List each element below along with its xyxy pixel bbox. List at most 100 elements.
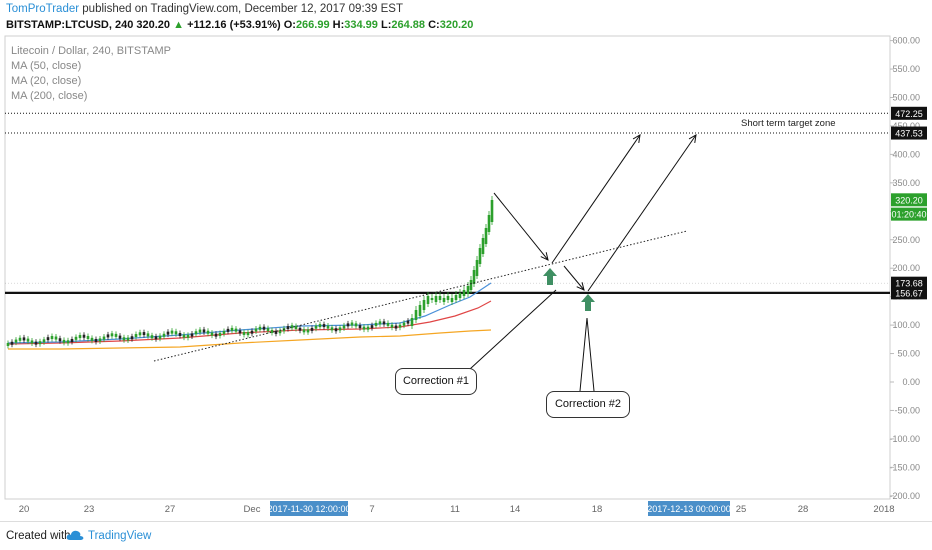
price-badge-label: 320.20 <box>895 195 923 205</box>
candle-body <box>350 322 354 326</box>
price-badge-label: 173.68 <box>895 279 923 289</box>
candle-body <box>254 328 258 332</box>
candle-body <box>430 298 434 300</box>
candle-body <box>446 296 450 300</box>
candle-body <box>402 322 406 326</box>
chart-legend: Litecoin / Dollar, 240, BITSTAMP MA (50,… <box>11 44 171 104</box>
price-badge <box>891 193 927 207</box>
tradingview-cloud-icon <box>66 530 84 540</box>
candle-body <box>110 333 114 337</box>
x-highlight-label: 2017-12-13 00:00:00 <box>647 504 731 514</box>
drop-arrow-2[interactable] <box>563 265 585 291</box>
candle-body <box>190 333 194 337</box>
symbol-name[interactable]: BITSTAMP:LTCUSD, 240 <box>6 19 134 31</box>
candle-body <box>472 270 476 284</box>
x-highlight-bg <box>648 501 730 516</box>
candle-body <box>294 325 298 329</box>
legend-title: Litecoin / Dollar, 240, BITSTAMP <box>11 45 171 57</box>
candle-body <box>134 334 138 338</box>
candle-body <box>146 333 150 337</box>
high-label: H: <box>332 19 345 31</box>
rally-arrow-2[interactable] <box>587 134 697 292</box>
price-badge <box>891 126 927 140</box>
candle-body <box>487 215 491 232</box>
candle-body <box>182 334 186 338</box>
y-tick-label: 250.00 <box>892 235 920 245</box>
time-axis[interactable]: 20 23 27 Dec 7 11 14 18 25 28 2018 2017-11-30 12:00… <box>19 501 895 516</box>
candle-body <box>322 324 326 328</box>
candle-body <box>74 336 78 340</box>
candle-body <box>290 325 294 329</box>
candle-body <box>118 335 122 339</box>
legend-ma50[interactable]: MA (50, close) <box>11 60 82 72</box>
candle-body <box>82 334 86 338</box>
y-tick-label: 500.00 <box>892 93 920 103</box>
candle-body <box>166 331 170 335</box>
low-label: L: <box>380 19 392 31</box>
candle-body <box>469 280 473 290</box>
candle-body <box>490 200 494 222</box>
legend-ma20[interactable]: MA (20, close) <box>11 75 82 87</box>
candle-body <box>314 325 318 329</box>
candle-body <box>194 331 198 335</box>
buy-arrow-icon <box>543 268 557 285</box>
candle-body <box>218 332 222 336</box>
candle-body <box>234 328 238 332</box>
y-tick-label: 0.00 <box>902 377 920 387</box>
candle-body <box>142 332 146 336</box>
rally-arrow-1[interactable] <box>551 134 641 264</box>
x-tick-label: 25 <box>736 504 747 515</box>
horizontal-levels[interactable] <box>5 112 890 294</box>
x-highlight-label: 2017-11-30 12:00:00 <box>268 504 351 514</box>
candle-body <box>42 339 46 343</box>
candles <box>6 196 494 349</box>
drawings[interactable] <box>153 134 697 392</box>
price-badge <box>891 207 927 221</box>
candle-body <box>418 305 422 316</box>
candle-body <box>478 248 482 264</box>
high-value: 334.99 <box>344 19 378 31</box>
candle-body <box>374 322 378 326</box>
y-tick-label: 450.00 <box>892 121 920 131</box>
drop-arrow-2-head <box>576 282 585 291</box>
candle-body <box>484 228 488 244</box>
correction1-callout[interactable]: Correction #1 <box>395 368 477 395</box>
publish-info: published on TradingView.com, December 1… <box>82 3 403 15</box>
trendline[interactable] <box>153 230 688 362</box>
candle-body <box>102 336 106 340</box>
ma200-line <box>8 329 492 350</box>
candle-body <box>14 339 18 343</box>
y-tick-label: 350.00 <box>892 178 920 188</box>
ma50-line <box>7 300 492 345</box>
legend-ma200[interactable]: MA (200, close) <box>11 90 88 102</box>
candle-body <box>442 298 446 302</box>
symbol-line: BITSTAMP:LTCUSD, 240 320.20 ▲ +112.16 (+… <box>6 19 473 31</box>
candle-body <box>106 334 110 338</box>
price-chart[interactable]: 600.00550.00500.00450.00400.00350.00300.… <box>0 0 932 521</box>
candle-body <box>54 336 58 340</box>
x-tick-label: 14 <box>510 504 521 515</box>
x-tick-label: 18 <box>592 504 603 515</box>
last-price: 320.20 <box>136 19 171 31</box>
candle-body <box>354 323 358 327</box>
candle-body <box>174 331 178 335</box>
candle-body <box>46 337 50 341</box>
moving-averages <box>7 282 492 350</box>
price-axis[interactable]: 600.00550.00500.00450.00400.00350.00300.… <box>889 36 927 501</box>
candle-body <box>330 327 334 331</box>
candle-body <box>78 335 82 339</box>
candle-body <box>62 339 66 343</box>
candle-body <box>310 327 314 331</box>
y-tick-label: 550.00 <box>892 64 920 74</box>
candle-body <box>250 330 254 334</box>
drop-arrow-1[interactable] <box>493 192 549 261</box>
buy-arrow-icon <box>581 294 595 311</box>
created-with-text: Created with <box>6 530 71 542</box>
plot-area[interactable] <box>4 35 891 500</box>
candle-body <box>410 318 414 326</box>
tradingview-brand[interactable]: TradingView <box>88 530 152 542</box>
y-tick-label: 50.00 <box>897 349 920 359</box>
candle-body <box>481 238 485 254</box>
author-link[interactable]: TomProTrader <box>6 3 80 15</box>
correction2-callout[interactable]: Correction #2 <box>546 391 630 418</box>
